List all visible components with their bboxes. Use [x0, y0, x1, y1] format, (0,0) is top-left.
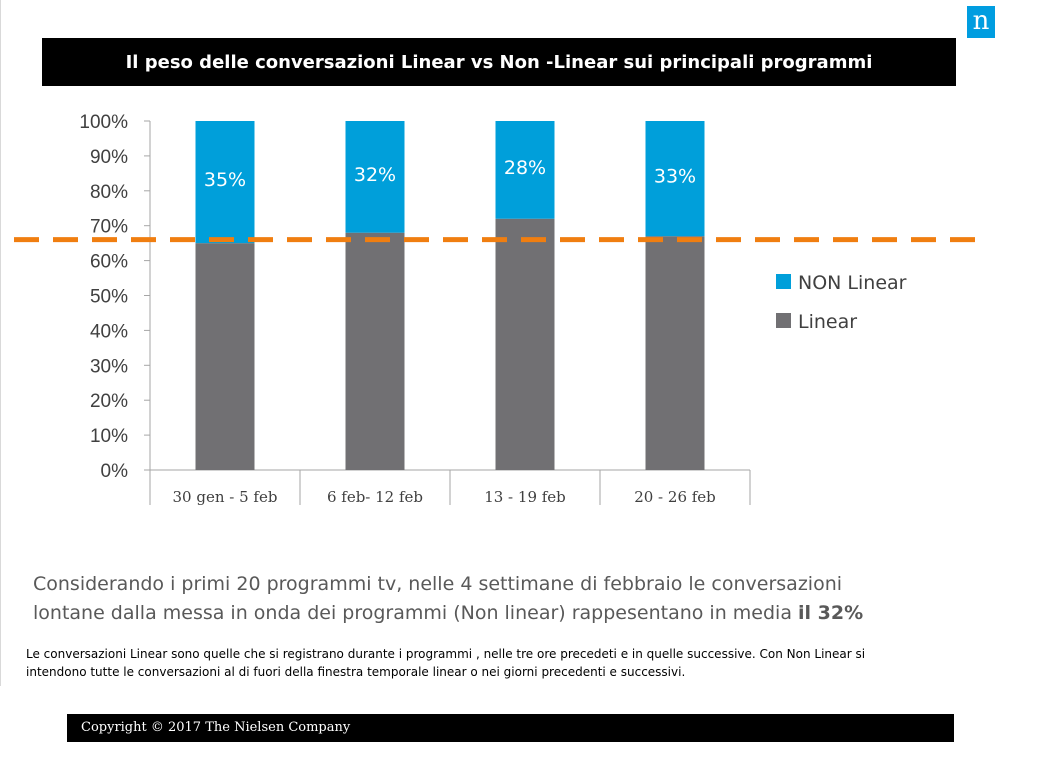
- footer-bar: Copyright © 2017 The Nielsen Company: [67, 714, 954, 742]
- y-tick-label: 40%: [90, 321, 128, 342]
- footnote: Le conversazioni Linear sono quelle che …: [26, 645, 926, 681]
- summary-highlight: il 32%: [798, 602, 863, 624]
- y-tick-label: 10%: [90, 426, 128, 447]
- x-category-label: 6 feb- 12 feb: [327, 488, 423, 506]
- bar-linear: [496, 219, 555, 470]
- y-tick-label: 60%: [90, 252, 128, 273]
- bar-linear: [646, 236, 705, 470]
- title-bar: Il peso delle conversazioni Linear vs No…: [42, 38, 956, 86]
- y-tick-label: 50%: [90, 287, 128, 308]
- copyright-text: Copyright © 2017 The Nielsen Company: [81, 720, 350, 735]
- x-category-label: 20 - 26 feb: [634, 488, 716, 506]
- summary-line-2: lontane dalla messa in onda dei programm…: [33, 599, 993, 628]
- stacked-bar-chart: 0% 10% 20% 30% 40% 50% 60% 70% 80% 90% 100% 35% 30 g…: [0, 100, 1047, 520]
- chart-title: Il peso delle conversazioni Linear vs No…: [126, 52, 873, 73]
- nielsen-logo: n: [967, 6, 995, 38]
- legend-swatch: [776, 313, 791, 328]
- bar-linear: [346, 233, 405, 470]
- summary-line-2-text: lontane dalla messa in onda dei programm…: [33, 602, 798, 624]
- legend-swatch: [776, 274, 791, 289]
- data-label: 32%: [354, 164, 396, 186]
- y-tick-label: 70%: [90, 217, 128, 238]
- y-tick-label: 20%: [90, 391, 128, 412]
- x-category-label: 30 gen - 5 feb: [173, 488, 278, 506]
- legend-label: NON Linear: [798, 272, 907, 294]
- summary-line-1: Considerando i primi 20 programmi tv, ne…: [33, 570, 993, 599]
- summary-text: Considerando i primi 20 programmi tv, ne…: [33, 570, 993, 628]
- data-label: 35%: [204, 169, 246, 191]
- bar-linear: [196, 243, 255, 470]
- y-tick-label: 80%: [90, 182, 128, 203]
- y-tick-label: 100%: [79, 112, 128, 133]
- x-category-label: 13 - 19 feb: [484, 488, 566, 506]
- y-tick-label: 0%: [101, 461, 129, 482]
- y-tick-label: 30%: [90, 356, 128, 377]
- legend-label: Linear: [798, 311, 857, 333]
- y-tick-label: 90%: [90, 147, 128, 168]
- data-label: 28%: [504, 157, 546, 179]
- data-label: 33%: [654, 166, 696, 188]
